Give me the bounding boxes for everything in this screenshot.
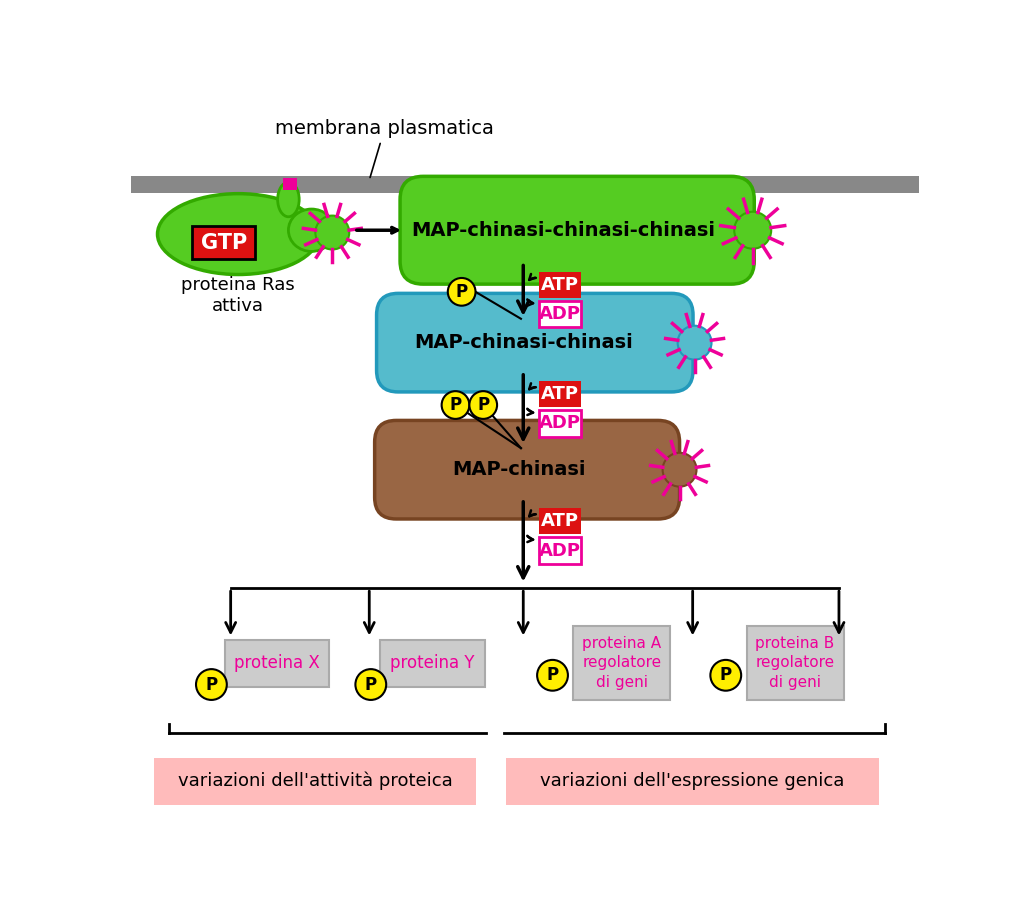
Circle shape <box>469 391 497 419</box>
FancyBboxPatch shape <box>540 381 581 407</box>
Circle shape <box>711 660 741 691</box>
Circle shape <box>663 453 696 487</box>
FancyBboxPatch shape <box>540 272 581 298</box>
Circle shape <box>196 669 226 700</box>
FancyBboxPatch shape <box>540 508 581 534</box>
Text: GTP: GTP <box>201 233 247 252</box>
Text: proteina A
regolatore
di geni: proteina A regolatore di geni <box>583 636 662 690</box>
Text: ADP: ADP <box>540 415 582 432</box>
Circle shape <box>734 212 771 249</box>
Ellipse shape <box>158 194 319 274</box>
Text: proteina X: proteina X <box>234 654 319 673</box>
Text: proteina Ras
attiva: proteina Ras attiva <box>181 276 295 315</box>
Text: P: P <box>720 666 732 685</box>
Text: P: P <box>547 666 558 685</box>
Text: MAP-chinasi-chinasi-chinasi: MAP-chinasi-chinasi-chinasi <box>412 221 716 239</box>
Text: MAP-chinasi-chinasi: MAP-chinasi-chinasi <box>414 334 633 352</box>
FancyBboxPatch shape <box>540 301 581 327</box>
Ellipse shape <box>278 182 299 217</box>
Text: P: P <box>450 396 462 414</box>
FancyBboxPatch shape <box>573 626 671 700</box>
Text: ATP: ATP <box>542 385 580 403</box>
Text: ADP: ADP <box>540 541 582 560</box>
Text: P: P <box>477 396 489 414</box>
FancyBboxPatch shape <box>540 410 581 437</box>
Circle shape <box>447 278 475 306</box>
FancyBboxPatch shape <box>224 639 330 687</box>
Text: ADP: ADP <box>540 305 582 323</box>
Circle shape <box>355 669 386 700</box>
Circle shape <box>538 660 568 691</box>
Text: P: P <box>365 675 377 694</box>
Text: variazioni dell'espressione genica: variazioni dell'espressione genica <box>541 772 845 790</box>
Text: MAP-chinasi: MAP-chinasi <box>453 460 586 480</box>
Text: membrana plasmatica: membrana plasmatica <box>275 119 495 177</box>
Text: P: P <box>206 675 217 694</box>
FancyBboxPatch shape <box>400 176 755 285</box>
Text: variazioni dell'attività proteica: variazioni dell'attività proteica <box>178 772 453 790</box>
FancyBboxPatch shape <box>377 294 693 392</box>
FancyBboxPatch shape <box>375 420 680 519</box>
Text: proteina Y: proteina Y <box>390 654 475 673</box>
FancyBboxPatch shape <box>540 538 581 564</box>
FancyBboxPatch shape <box>746 626 844 700</box>
Circle shape <box>678 325 712 359</box>
FancyBboxPatch shape <box>506 758 879 806</box>
FancyBboxPatch shape <box>380 639 484 687</box>
Text: ATP: ATP <box>542 512 580 530</box>
Bar <box>131 176 920 193</box>
FancyBboxPatch shape <box>283 177 297 190</box>
Text: ATP: ATP <box>542 276 580 294</box>
Circle shape <box>315 215 349 249</box>
FancyBboxPatch shape <box>193 225 255 260</box>
Text: P: P <box>456 283 468 301</box>
Text: proteina B
regolatore
di geni: proteina B regolatore di geni <box>756 636 835 690</box>
Circle shape <box>441 391 469 419</box>
FancyBboxPatch shape <box>154 758 476 806</box>
Ellipse shape <box>289 209 335 251</box>
